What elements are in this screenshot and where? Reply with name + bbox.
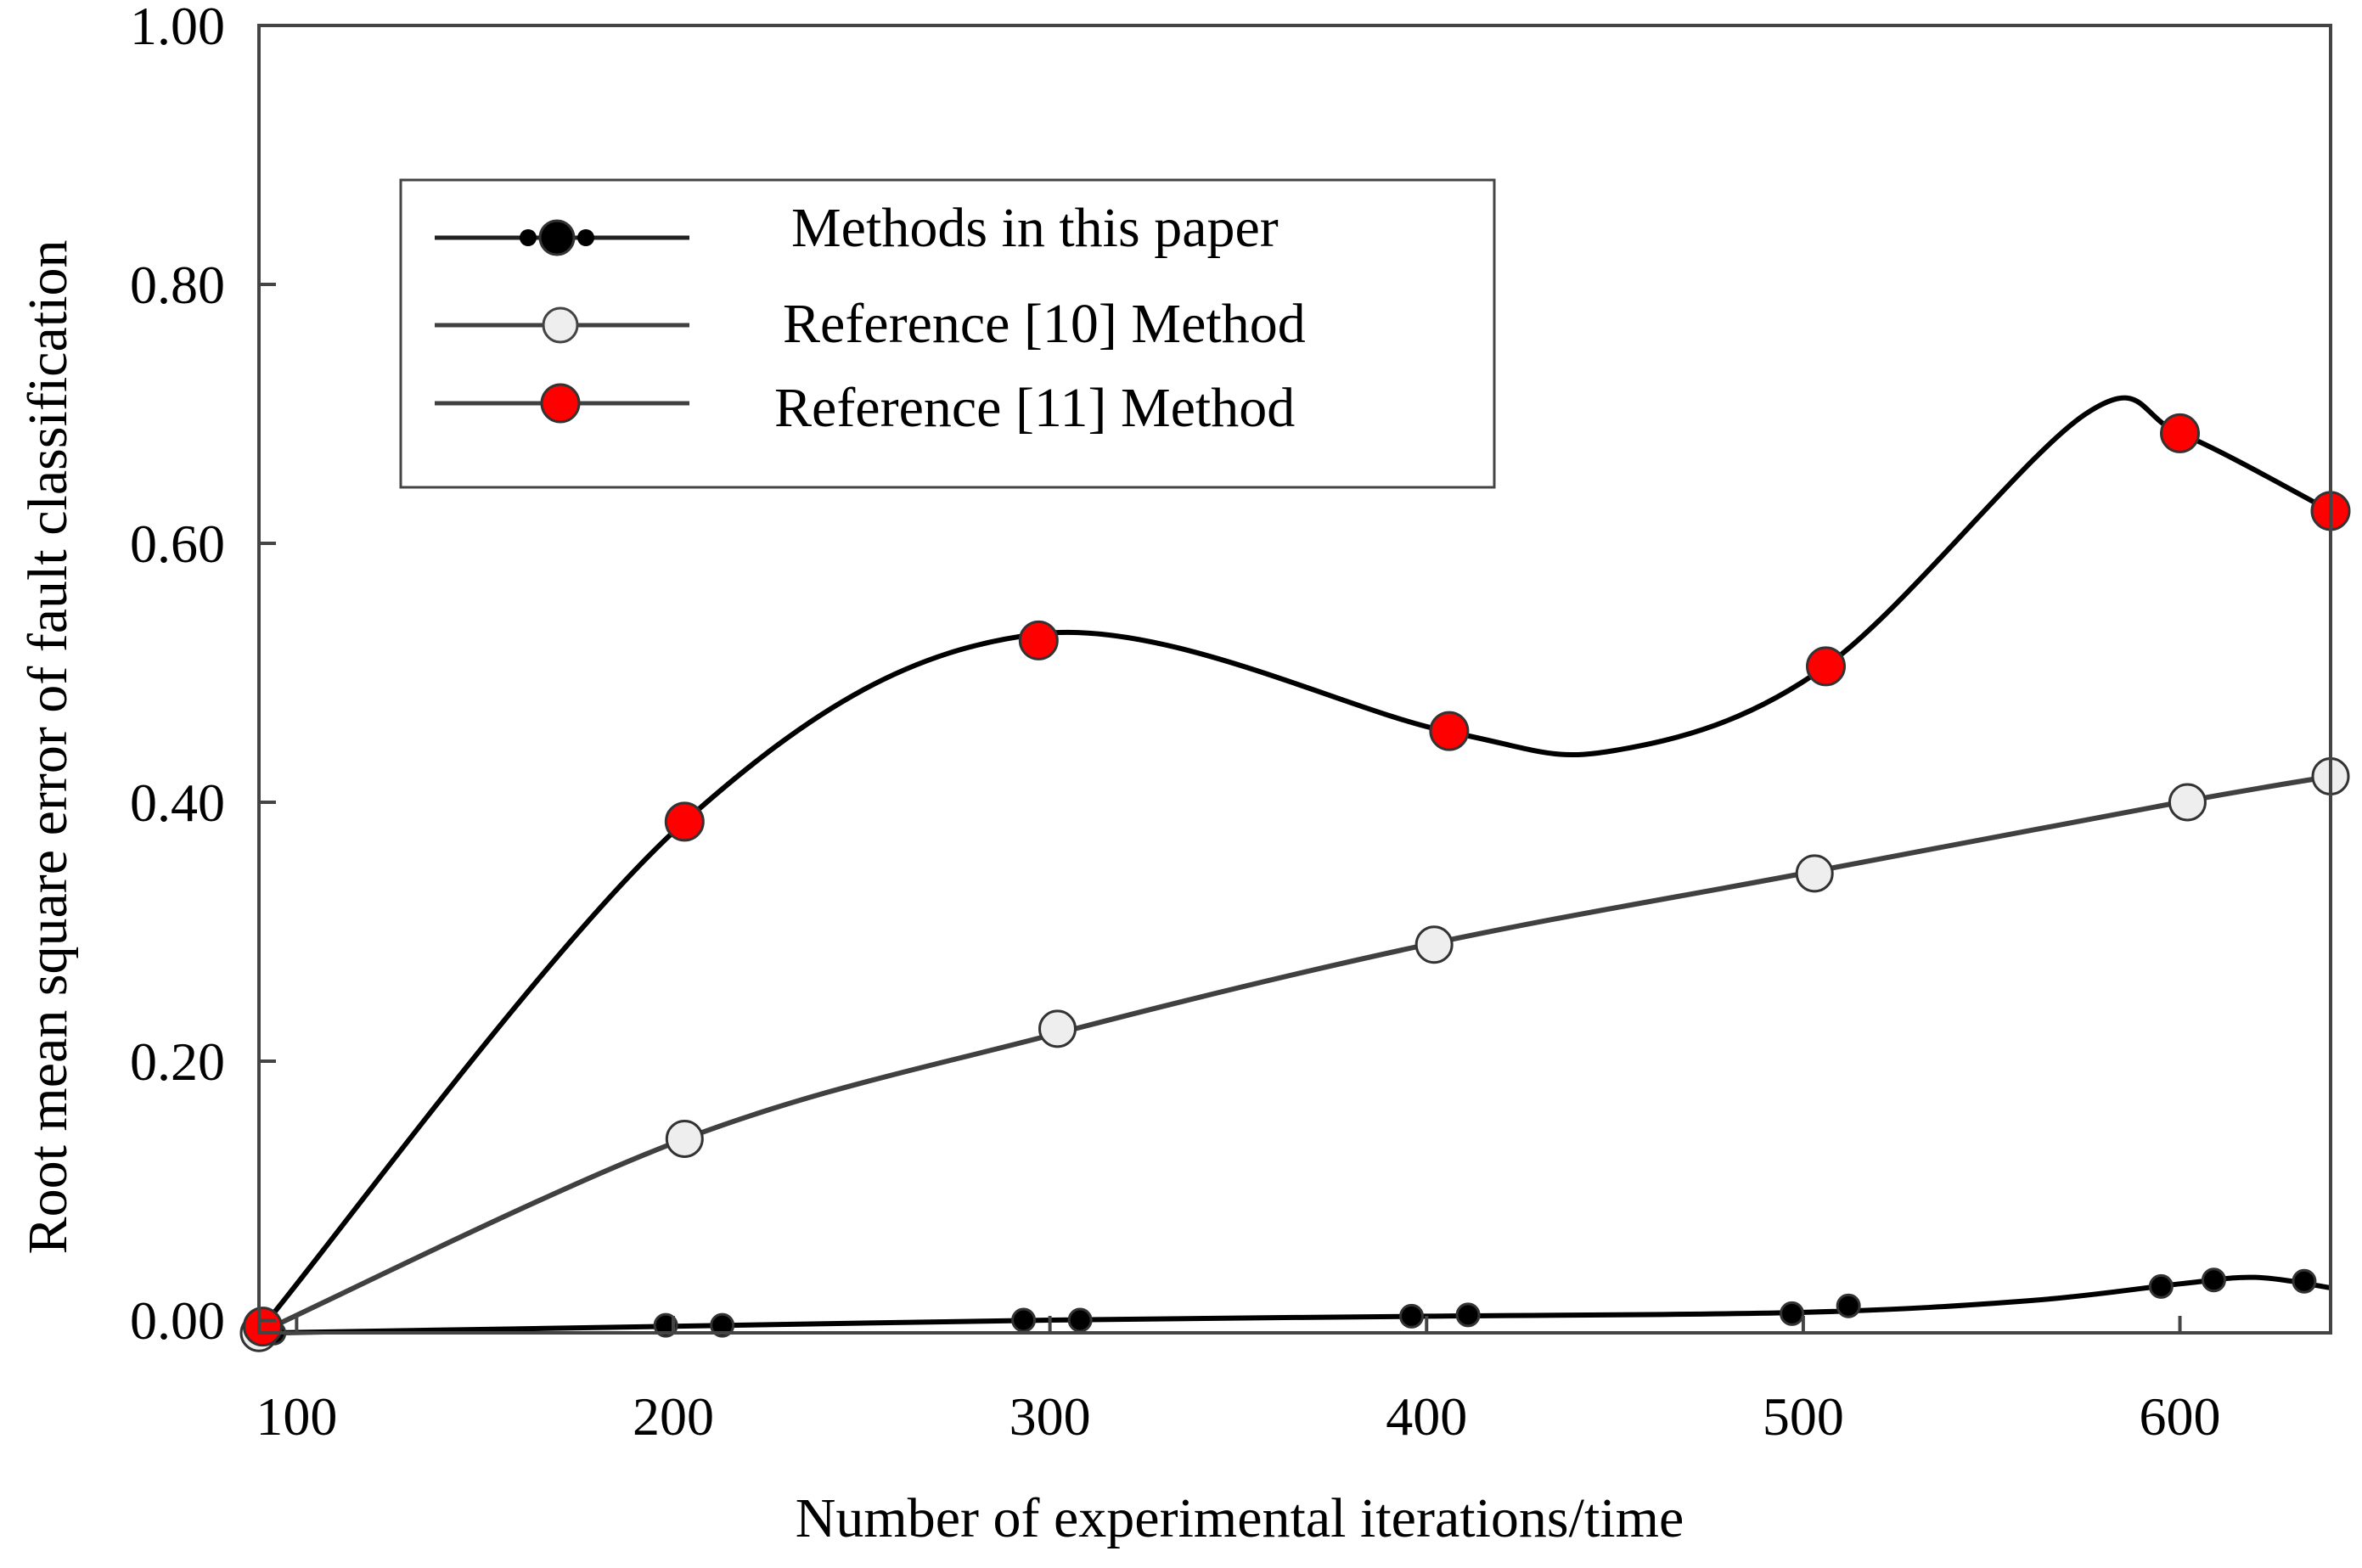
x-tick-label: 200 (633, 1386, 714, 1447)
series-2-point-3 (1429, 711, 1470, 751)
y-tick-label: 0.20 (130, 1031, 225, 1092)
series-2-point-2 (1018, 620, 1059, 660)
y-tick-label: 0.80 (130, 255, 225, 315)
y-axis-ticks: 0.00 0.20 0.40 0.60 0.80 1.00 (130, 0, 276, 1351)
legend-entry-methods-in-this-paper: Methods in this paper (435, 197, 1279, 259)
y-axis-title: Root mean square error of fault classifi… (17, 240, 79, 1255)
series-0-point-10 (2201, 1267, 2226, 1293)
series-0-point-4 (1067, 1307, 1093, 1333)
series-0 (258, 1267, 2331, 1346)
series-0-point-1 (653, 1312, 678, 1338)
x-tick-label: 300 (1009, 1386, 1091, 1447)
series-2-point-0 (242, 1307, 283, 1347)
series-1-point-2 (1038, 1009, 1077, 1048)
series-1 (239, 757, 2350, 1352)
series-0-point-9 (2148, 1273, 2174, 1299)
y-tick-label: 0.60 (130, 514, 225, 574)
series-line-0 (258, 1274, 2331, 1336)
series-0-point-7 (1780, 1301, 1805, 1326)
legend-label-1: Reference [10] Method (783, 293, 1306, 355)
x-tick-label: 500 (1763, 1386, 1844, 1447)
x-axis-ticks: 100 200 300 400 500 600 (256, 1316, 2221, 1447)
series-2 (242, 395, 2351, 1347)
legend-marker-0 (538, 219, 576, 256)
series-1-point-3 (1414, 925, 1454, 964)
series-0-point-6 (1455, 1302, 1481, 1328)
series-layer (239, 395, 2351, 1352)
x-axis-title: Number of experimental iterations/time (796, 1487, 1684, 1549)
legend: Methods in this paper Reference [10] Met… (399, 178, 1496, 489)
y-tick-label: 0.40 (130, 773, 225, 833)
series-1-point-1 (665, 1120, 704, 1158)
series-2-point-5 (2160, 413, 2201, 453)
legend-label-2: Reference [11] Method (774, 377, 1295, 439)
series-0-point-8 (1836, 1293, 1861, 1318)
x-tick-label: 400 (1386, 1386, 1467, 1447)
legend-marker-1 (542, 306, 579, 344)
x-tick-label: 100 (256, 1386, 337, 1447)
series-0-point-5 (1399, 1303, 1425, 1329)
series-0-point-11 (2292, 1268, 2317, 1294)
legend-label-0: Methods in this paper (791, 197, 1279, 259)
legend-marker-0-small-right (577, 229, 594, 246)
x-tick-label: 600 (2140, 1386, 2221, 1447)
legend-entry-reference-10-method: Reference [10] Method (435, 293, 1306, 355)
plot-frame (257, 24, 2332, 1335)
series-0-point-2 (710, 1312, 735, 1338)
series-0-point-3 (1011, 1307, 1037, 1333)
y-tick-label: 1.00 (130, 0, 225, 56)
legend-marker-0-small-left (520, 229, 537, 246)
y-tick-label: 0.00 (130, 1290, 225, 1351)
series-1-point-4 (1795, 854, 1834, 893)
series-2-point-1 (664, 801, 705, 842)
legend-marker-2 (540, 383, 581, 424)
legend-entry-reference-11-method: Reference [11] Method (435, 377, 1295, 439)
series-2-point-4 (1806, 646, 1847, 687)
series-1-point-5 (2168, 783, 2207, 822)
series-line-1 (257, 773, 2331, 1335)
